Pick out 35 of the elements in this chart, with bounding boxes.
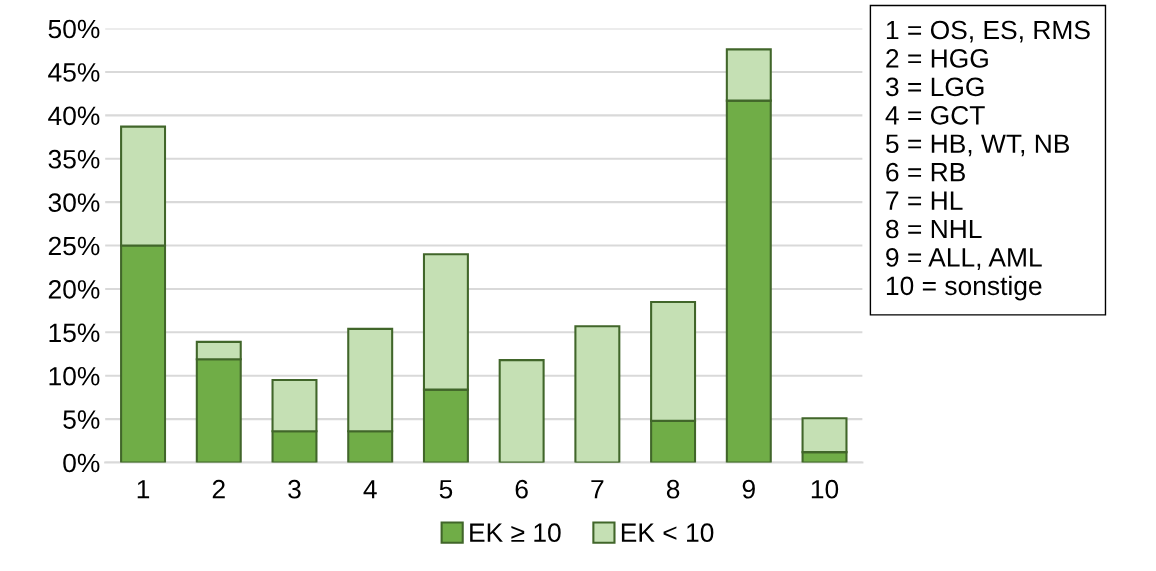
legend-label: EK < 10: [621, 523, 714, 543]
x-tick-label: 2: [212, 479, 225, 499]
text: 2 = HGG: [886, 49, 988, 68]
x-tick-label: 7: [591, 480, 604, 499]
x-tick-label: 4: [363, 480, 377, 499]
text: 1 = OS, ES, RMS: [886, 20, 1090, 43]
bar: [574, 325, 621, 463]
y-tick-label: 40%: [48, 106, 100, 126]
text: 8 = NHL: [886, 219, 982, 239]
y-tick-label: 5%: [63, 410, 100, 429]
y-tick-label: 45%: [48, 63, 100, 82]
x-tick-label: 6: [515, 479, 528, 499]
legend-label: EK ≥ 10: [470, 523, 561, 543]
x-tick-label: 9: [742, 479, 755, 499]
y-tick-label: 15%: [49, 323, 100, 343]
text: 4 = GCT: [885, 105, 985, 125]
y-tick-label: 25%: [48, 236, 100, 256]
x-tick-label: 5: [439, 480, 453, 499]
text: 6 = RB: [886, 162, 965, 182]
y-tick-label: 10%: [49, 366, 100, 386]
text: 7 = HL: [886, 191, 963, 210]
x-tick-label: 3: [288, 479, 301, 499]
text: 3 = LGG: [885, 77, 984, 97]
y-tick-label: 35%: [48, 149, 100, 169]
text: 10 = sonstige: [886, 275, 1042, 301]
y-tick-label: 0%: [63, 453, 100, 473]
y-tick-label: 50%: [48, 19, 100, 39]
y-tick-label: 20%: [48, 280, 100, 299]
text: 5 = HB, WT, NB: [885, 134, 1070, 157]
x-tick-label: 10: [811, 479, 839, 499]
text: 9 = ALL, AML: [886, 248, 1042, 270]
y-tick-label: 30%: [48, 193, 100, 212]
x-tick-label: 8: [666, 479, 680, 499]
x-tick-label: 1: [137, 480, 150, 499]
bar: [498, 359, 545, 463]
